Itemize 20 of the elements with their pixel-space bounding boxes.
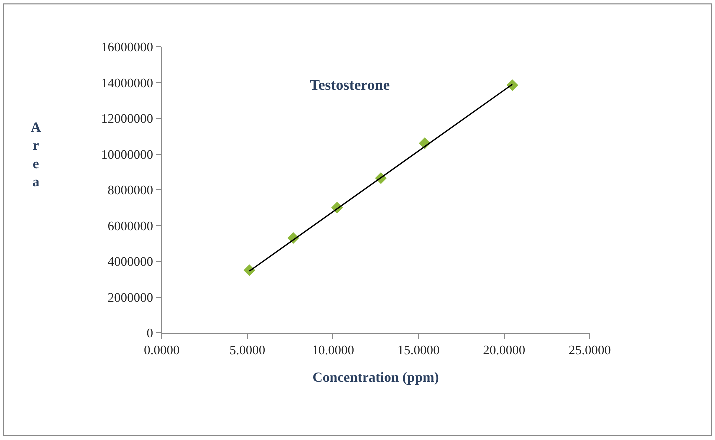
x-axis-title: Concentration (ppm) bbox=[312, 370, 440, 386]
point bbox=[506, 80, 518, 92]
point bbox=[244, 264, 256, 276]
x-tick-label: 25.0000 bbox=[568, 342, 612, 358]
y-tick-label: 12000000 bbox=[101, 111, 154, 126]
y-tick-label: 6000000 bbox=[108, 218, 154, 234]
y-tick-label: 8000000 bbox=[108, 182, 154, 198]
y-tick-label: 0 bbox=[146, 326, 154, 341]
x-tick-label: 10.0000 bbox=[312, 342, 354, 358]
x-tick-label: 5.0000 bbox=[230, 342, 266, 358]
y-tick-label: 10000000 bbox=[101, 146, 154, 162]
y-tick-label: 4000000 bbox=[108, 254, 154, 270]
x-tick-label: 20.0000 bbox=[483, 342, 526, 358]
y-tick-label: 14000000 bbox=[101, 75, 154, 90]
y-tick-label: 2000000 bbox=[108, 290, 154, 305]
y-tick-label: 16000000 bbox=[101, 40, 154, 55]
y-axis-title: Area bbox=[31, 121, 42, 191]
text: Testosterone bbox=[310, 78, 390, 94]
x-tick-label: 15.0000 bbox=[398, 342, 440, 358]
x-tick-label: 0.0000 bbox=[144, 342, 180, 358]
